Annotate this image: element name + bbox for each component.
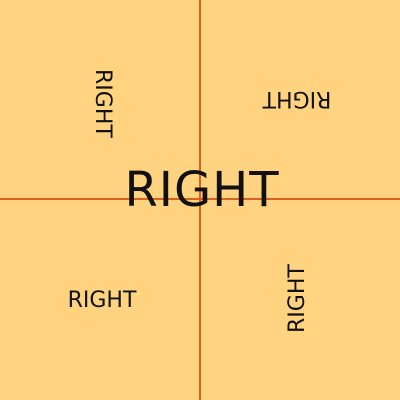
word-top-right-upside-down: RIGHT (262, 86, 332, 111)
word-bottom-right-rotated: RIGHT (285, 264, 310, 333)
word-bottom-left: RIGHT (67, 288, 137, 313)
word-top-left-rotated: RIGHT (90, 69, 115, 138)
vertical-axis-line (199, 0, 201, 400)
word-center-large: RIGHT (124, 162, 280, 218)
horizontal-axis-line (0, 198, 400, 200)
